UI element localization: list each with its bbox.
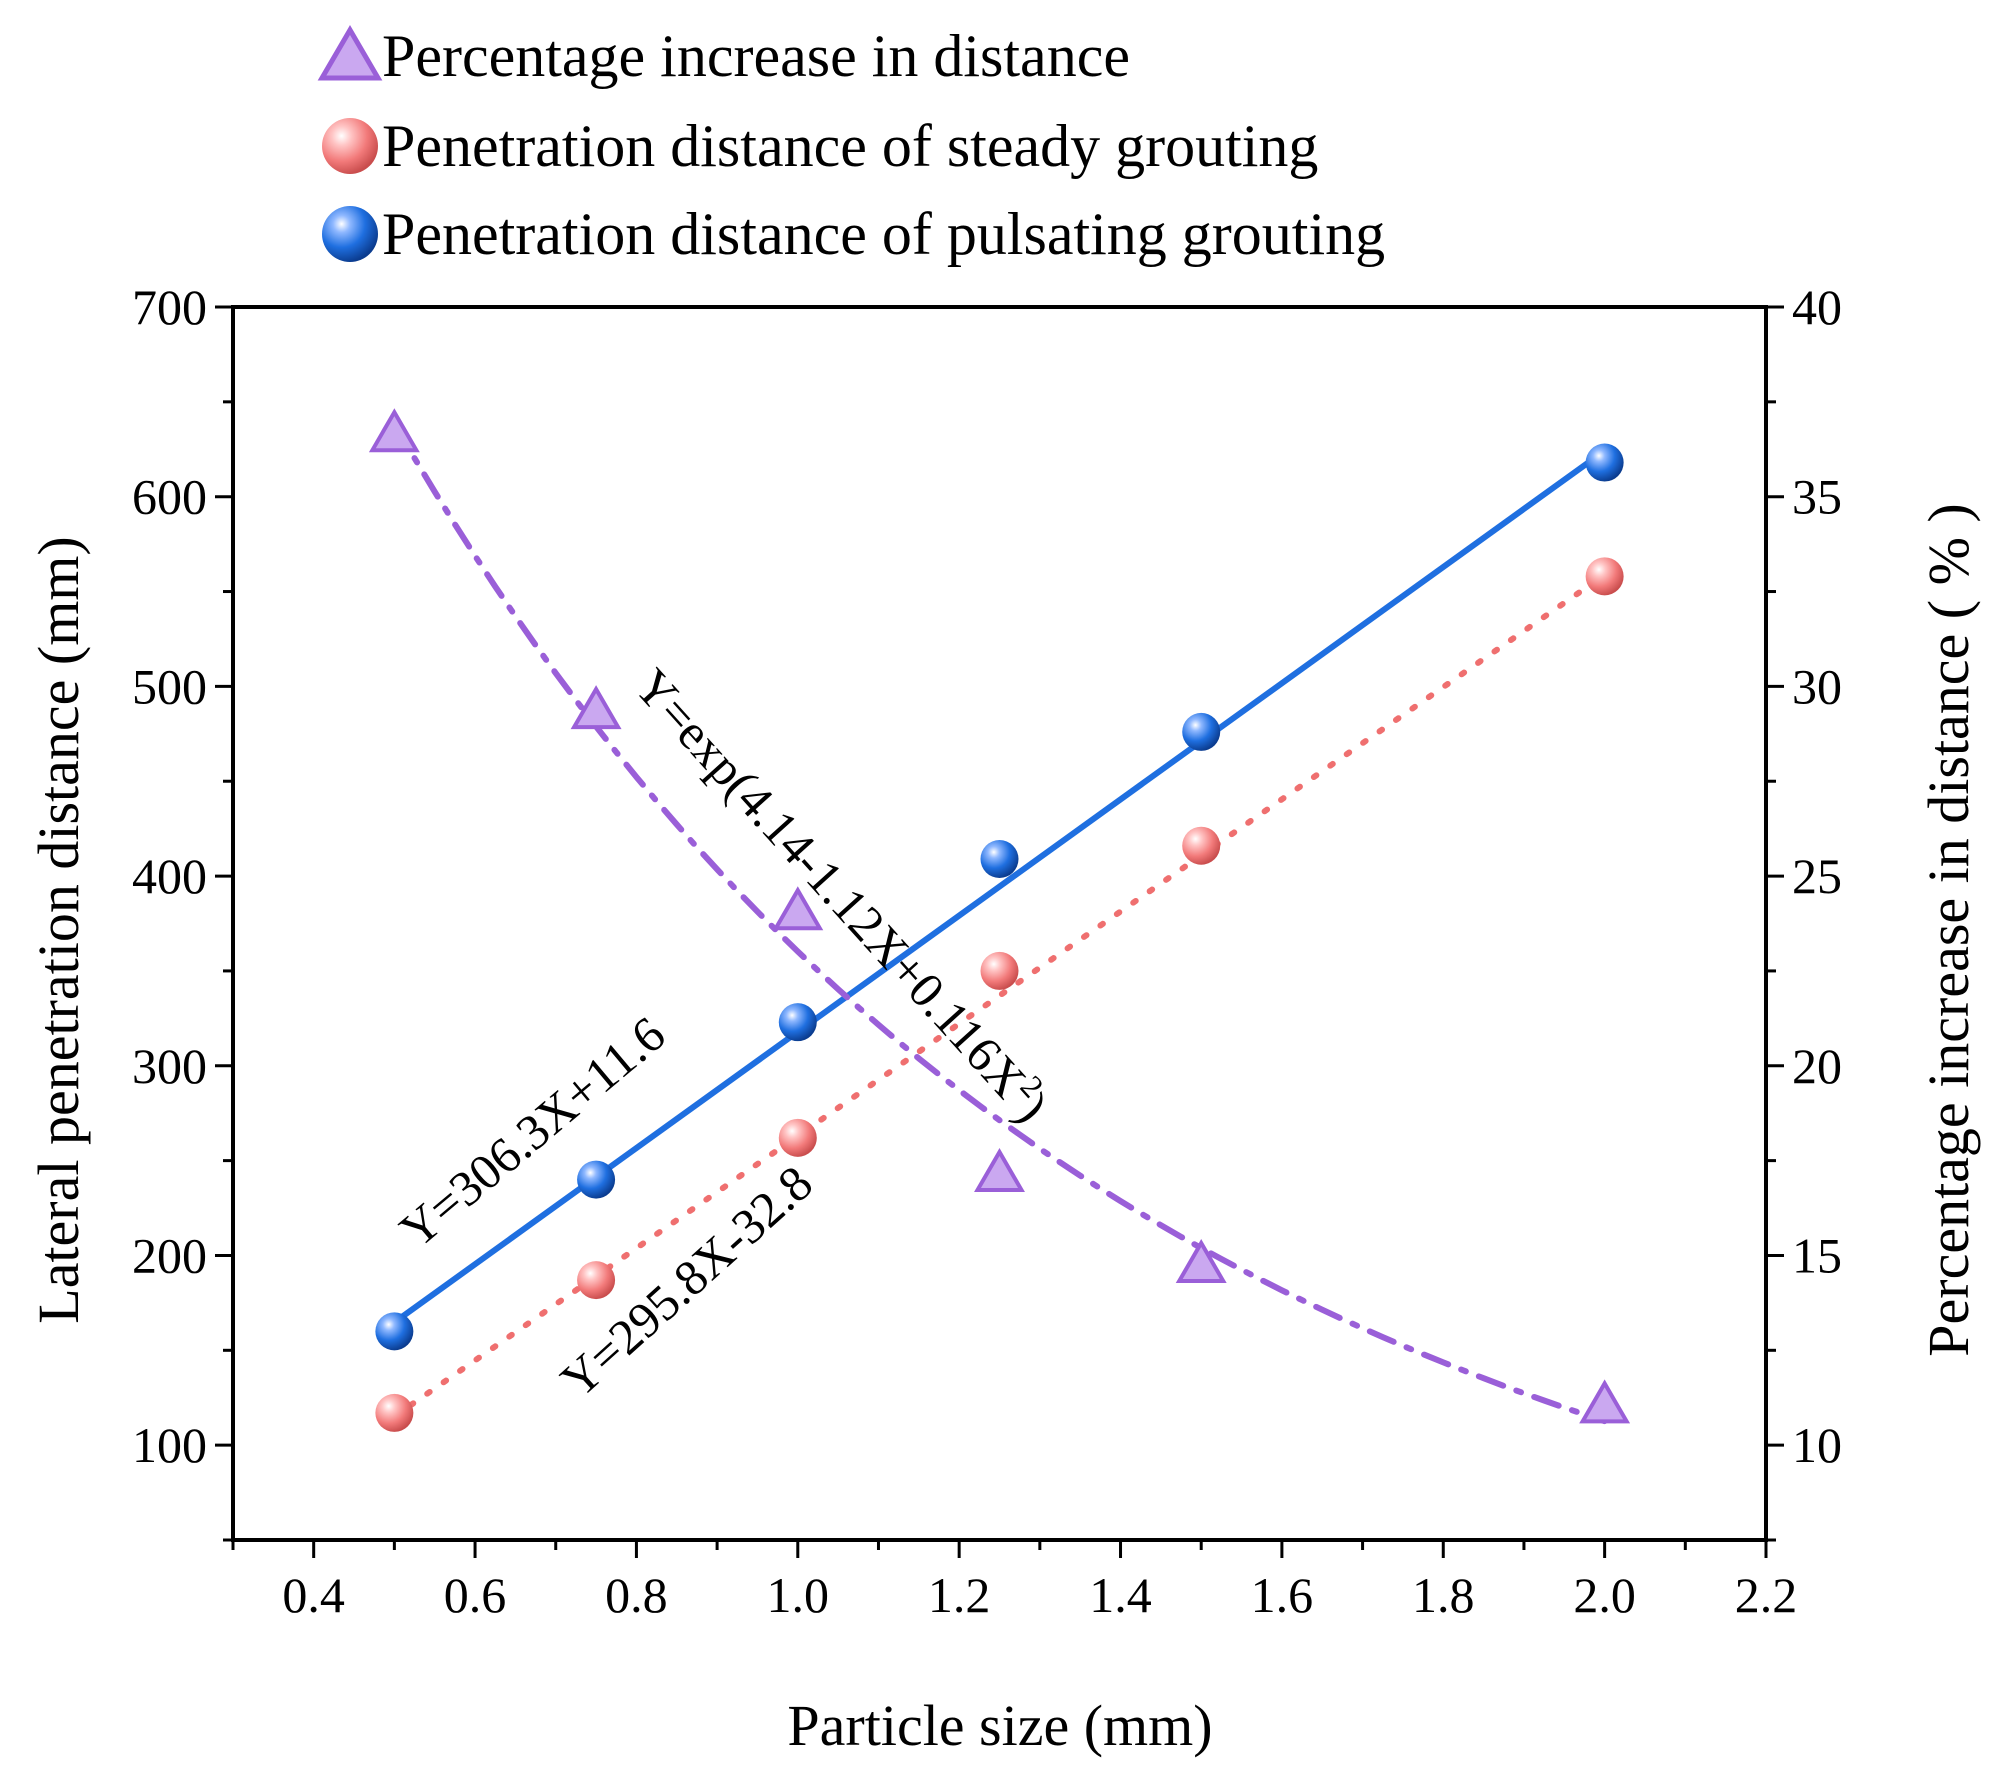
y-axis-title: Lateral penetration distance (mm) [26, 536, 91, 1323]
data-markers [368, 408, 1631, 1432]
percentage-point [570, 685, 622, 730]
tick-labels: 0.4 0.6 0.8 1.0 1.2 1.4 1.6 1.8 2.0 2.2 100 200 300 4… [132, 279, 1842, 1623]
y2-tick-label: 40 [1792, 279, 1842, 335]
legend-label-percentage: Percentage increase in distance [382, 23, 1130, 89]
y-tick-label: 300 [132, 1038, 207, 1094]
y-tick-label: 400 [132, 848, 207, 904]
steady-point [577, 1261, 616, 1300]
percentage-point [974, 1148, 1025, 1192]
percentage-point [1579, 1379, 1631, 1424]
percentage-point [1175, 1239, 1227, 1284]
steady-point [980, 951, 1019, 990]
pulsating-point [980, 840, 1019, 879]
y2-tick-label: 20 [1792, 1038, 1842, 1094]
x-tick-label: 1.2 [928, 1567, 991, 1623]
legend: Percentage increase in distance Penetrat… [317, 23, 1385, 267]
y2-axis-title: Percentage increase in distance ( % ) [1916, 503, 1981, 1356]
x-tick-label: 0.4 [282, 1567, 345, 1623]
steady-point [375, 1393, 414, 1432]
pulsating-point [1585, 443, 1624, 482]
plot-frame [231, 305, 1768, 1542]
legend-label-pulsating: Penetration distance of pulsating grouti… [382, 201, 1385, 267]
x-tick-label: 1.0 [767, 1567, 830, 1623]
legend-item-steady: Penetration distance of steady grouting [322, 113, 1318, 179]
ticks [215, 305, 1784, 1558]
y2-tick-label: 30 [1792, 658, 1842, 714]
x-tick-label: 0.8 [605, 1567, 668, 1623]
y2-tick-label: 15 [1792, 1227, 1842, 1283]
steady-point [1585, 557, 1624, 596]
legend-item-percentage: Percentage increase in distance [317, 23, 1130, 89]
percentage-fit-curve [391, 420, 1608, 1425]
legend-red-marker [322, 118, 378, 174]
steady-fit-line [391, 571, 1608, 1420]
x-tick-label: 0.6 [444, 1567, 507, 1623]
fit-lines [391, 420, 1608, 1425]
x-tick-label: 1.6 [1251, 1567, 1314, 1623]
y-tick-label: 500 [132, 658, 207, 714]
x-tick-label: 1.4 [1089, 1567, 1152, 1623]
y-tick-label: 100 [132, 1417, 207, 1473]
y2-tick-label: 35 [1792, 469, 1842, 525]
legend-blue-marker [322, 206, 378, 262]
steady-point [1182, 826, 1221, 865]
y-tick-label: 600 [132, 469, 207, 525]
legend-item-pulsating: Penetration distance of pulsating grouti… [322, 201, 1385, 267]
x-tick-label: 2.0 [1573, 1567, 1636, 1623]
y-tick-label: 700 [132, 279, 207, 335]
x-axis-title: Particle size (mm) [787, 1693, 1212, 1758]
legend-triangle-marker [317, 25, 383, 81]
exp-fit-annotation: Y=exp(4.14-1.12X+0.116X2) [624, 655, 1062, 1133]
pulsating-point [375, 1312, 414, 1351]
x-tick-label: 2.2 [1735, 1567, 1798, 1623]
pulsating-point [778, 1003, 817, 1042]
pulsating-point [577, 1160, 616, 1199]
steady-point [778, 1118, 817, 1157]
y2-tick-label: 10 [1792, 1417, 1842, 1473]
percentage-point [368, 408, 420, 453]
x-tick-label: 1.8 [1412, 1567, 1475, 1623]
percentage-point [772, 886, 824, 931]
exp-fit-main: Y=exp(4.14-1.12X+0.116X [624, 658, 1038, 1109]
y-tick-label: 200 [132, 1227, 207, 1283]
y2-tick-label: 25 [1792, 848, 1842, 904]
legend-label-steady: Penetration distance of steady grouting [382, 113, 1318, 179]
pulsating-point [1182, 712, 1221, 751]
